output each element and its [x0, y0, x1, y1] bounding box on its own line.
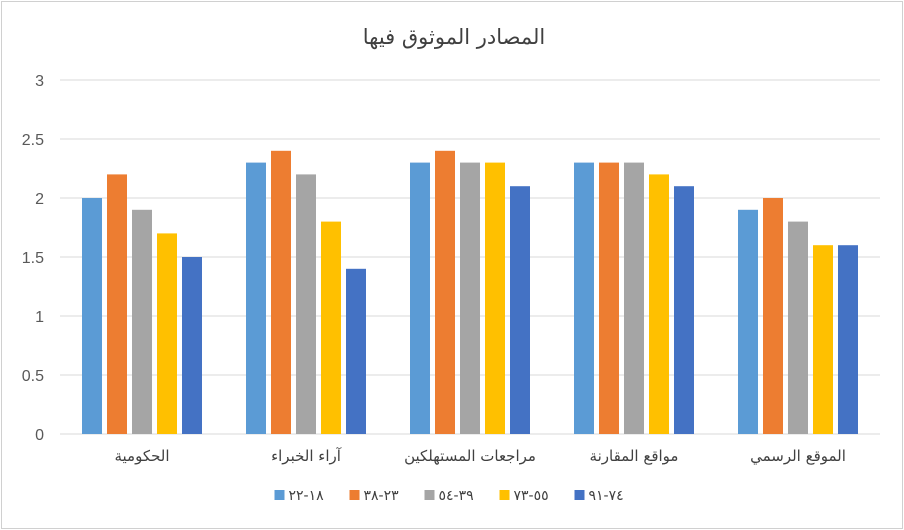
bar — [157, 233, 177, 434]
bar — [182, 257, 202, 434]
legend-swatch — [349, 490, 360, 500]
legend-label: ٧٤-٩١ — [589, 488, 624, 504]
bar — [107, 174, 127, 434]
legend-label: ٥٥-٧٣ — [514, 488, 549, 504]
x-category-label: مراجعات المستهلكين — [404, 447, 536, 465]
bar — [649, 174, 669, 434]
x-axis-categories: الحكومية آراء الخبراء مراجعات المستهلكين مو… — [114, 447, 845, 466]
bar — [574, 162, 594, 434]
legend-swatch — [274, 490, 285, 500]
bar — [674, 186, 694, 434]
bar — [624, 162, 644, 434]
bars — [82, 150, 858, 435]
bar — [132, 209, 152, 434]
bar — [346, 268, 366, 434]
y-tick-label: 1.5 — [22, 250, 44, 267]
y-axis-ticks: 0 0.5 1 1.5 2 2.5 3 — [22, 73, 44, 444]
bar — [763, 198, 783, 434]
chart-title: المصادر الموثوق فيها — [363, 25, 546, 49]
y-tick-label: 3 — [35, 73, 44, 90]
bar — [296, 174, 316, 434]
legend: ١٨-٢٢ ٢٣-٣٨ ٣٩-٥٤ ٥٥-٧٣ ٧٤-٩١ — [274, 488, 624, 504]
bar — [788, 221, 808, 434]
bar — [738, 209, 758, 434]
x-category-label: آراء الخبراء — [271, 447, 342, 465]
bar — [321, 221, 341, 434]
x-category-label: مواقع المقارنة — [590, 447, 679, 465]
bar — [246, 162, 266, 434]
y-tick-label: 2 — [35, 191, 44, 208]
y-tick-label: 0.5 — [22, 368, 44, 385]
y-tick-label: 1 — [35, 309, 44, 326]
legend-label: ٣٩-٥٤ — [439, 488, 474, 504]
bar — [271, 150, 291, 435]
legend-label: ١٨-٢٢ — [289, 488, 325, 504]
y-tick-label: 2.5 — [22, 132, 44, 149]
bar — [435, 150, 455, 435]
bar — [82, 198, 102, 434]
legend-label: ٢٣-٣٨ — [364, 488, 400, 504]
y-tick-label: 0 — [35, 427, 44, 444]
bar — [813, 245, 833, 434]
bar — [599, 162, 619, 434]
x-category-label: الموقع الرسمي — [750, 447, 846, 466]
bar — [485, 162, 505, 434]
legend-swatch — [574, 490, 585, 500]
bar — [460, 162, 480, 434]
legend-swatch — [424, 490, 435, 500]
bar — [410, 162, 430, 434]
bar — [510, 186, 530, 434]
x-category-label: الحكومية — [114, 447, 169, 465]
bar — [838, 245, 858, 434]
legend-swatch — [499, 490, 510, 500]
